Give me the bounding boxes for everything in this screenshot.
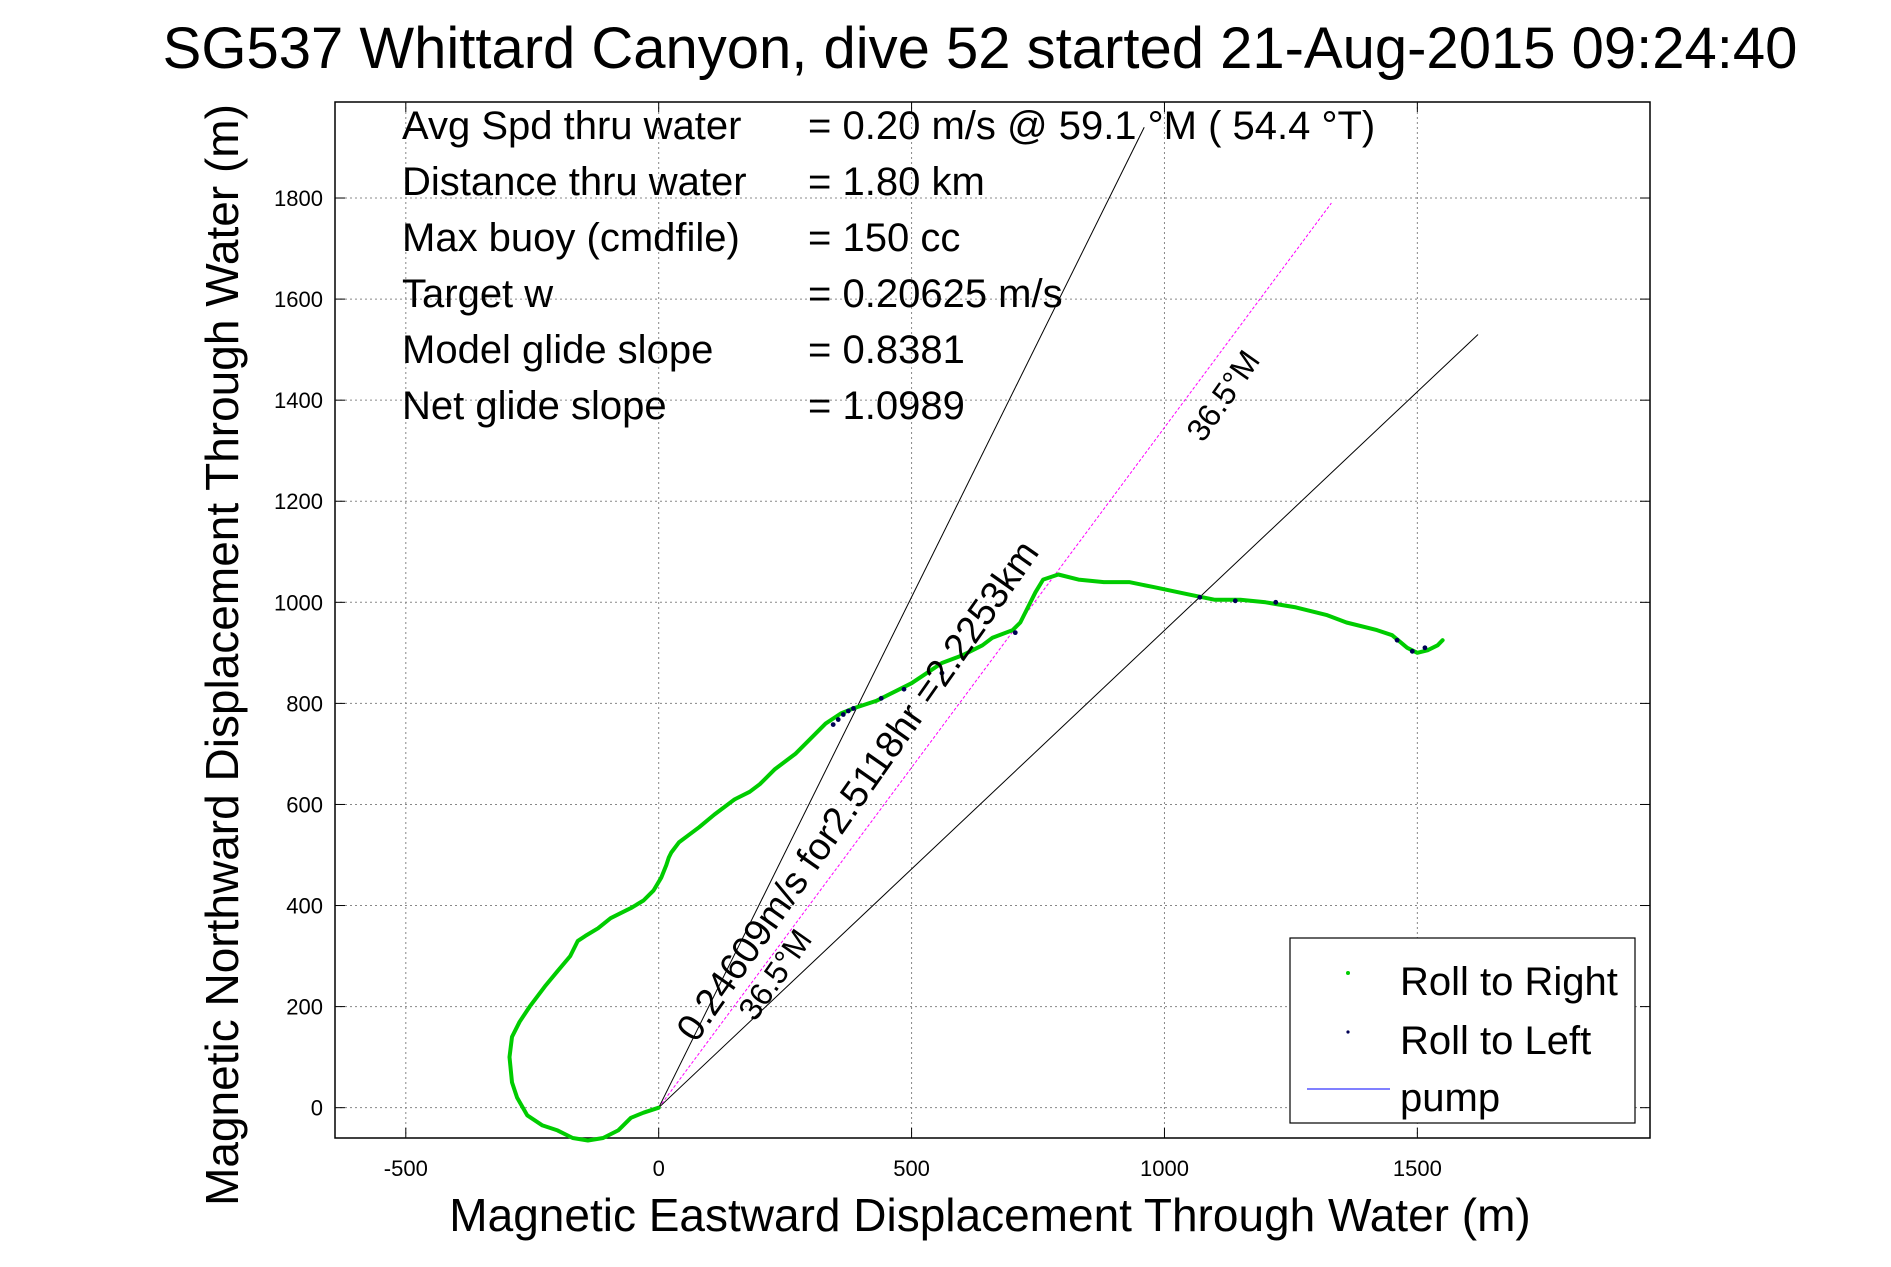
series-point-roll-left bbox=[1422, 645, 1428, 651]
cone-reference-line bbox=[658, 127, 1145, 1108]
x-tick-label: 500 bbox=[893, 1156, 930, 1181]
stat-label: Net glide slope bbox=[402, 384, 667, 428]
series-point-roll-left bbox=[840, 712, 846, 717]
y-tick-label: 1800 bbox=[274, 186, 323, 211]
series-point-roll-left bbox=[1012, 630, 1018, 636]
series-point-roll-left bbox=[835, 717, 841, 722]
x-tick-label: 1500 bbox=[1393, 1156, 1442, 1181]
stat-value: = 1.0989 bbox=[808, 384, 965, 428]
stat-label: Model glide slope bbox=[402, 328, 713, 372]
stat-label: Max buoy (cmdfile) bbox=[402, 216, 740, 260]
x-tick-label: 1000 bbox=[1140, 1156, 1189, 1181]
y-tick-label: 600 bbox=[286, 792, 323, 817]
legend-marker-roll-right bbox=[1346, 971, 1350, 975]
stat-value: = 0.20 m/s @ 59.1 °M ( 54.4 °T) bbox=[808, 104, 1375, 148]
x-tick-label: -500 bbox=[384, 1156, 428, 1181]
stats-block: Avg Spd thru water = 0.20 m/s @ 59.1 °M (… bbox=[402, 104, 1375, 428]
legend-marker-roll-left bbox=[1346, 1030, 1350, 1034]
series-point-roll-left bbox=[1394, 637, 1400, 643]
heading-reference-line bbox=[658, 202, 1332, 1108]
stat-value: = 0.20625 m/s bbox=[808, 272, 1063, 316]
series-point-roll-left bbox=[1273, 599, 1279, 605]
series-point-roll-left bbox=[845, 708, 851, 714]
stat-label: Avg Spd thru water bbox=[402, 104, 741, 148]
x-tick-label: 0 bbox=[653, 1156, 665, 1181]
x-axis-label: Magnetic Eastward Displacement Through W… bbox=[449, 1189, 1530, 1241]
stat-label: Target w bbox=[402, 272, 553, 316]
stat-value: = 150 cc bbox=[808, 216, 960, 260]
legend: Roll to Right Roll to Left pump bbox=[1289, 937, 1636, 1124]
series-lines bbox=[507, 572, 1445, 1143]
series-point-roll-left bbox=[851, 706, 856, 711]
cone-reference-line bbox=[658, 334, 1479, 1109]
y-tick-label: 800 bbox=[286, 691, 323, 716]
chart-title: SG537 Whittard Canyon, dive 52 started 2… bbox=[163, 16, 1798, 81]
stat-label: Distance thru water bbox=[402, 160, 747, 204]
y-tick-label: 1200 bbox=[274, 489, 323, 514]
series-point-roll-left bbox=[878, 695, 884, 701]
y-tick-label: 1600 bbox=[274, 287, 323, 312]
y-tick-label: 1400 bbox=[274, 388, 323, 413]
series-point-roll-left bbox=[1197, 594, 1203, 600]
stat-value: = 1.80 km bbox=[808, 160, 985, 204]
y-tick-label: 1000 bbox=[274, 590, 323, 615]
y-tick-label: 400 bbox=[286, 894, 323, 919]
series-point-roll-left bbox=[830, 722, 836, 728]
y-tick-label: 0 bbox=[311, 1096, 323, 1121]
axis-ticks: -500 0 500 1000 1500 0 200 400 600 800 1000 1200 140… bbox=[274, 102, 1650, 1181]
legend-label-roll-left: Roll to Left bbox=[1400, 1019, 1591, 1063]
reference-lines bbox=[658, 127, 1479, 1109]
y-tick-label: 200 bbox=[286, 995, 323, 1020]
legend-label-roll-right: Roll to Right bbox=[1400, 960, 1618, 1004]
legend-label-pump: pump bbox=[1400, 1076, 1500, 1120]
series-point-roll-left bbox=[1232, 598, 1238, 604]
y-axis-label: Magnetic Northward Displacement Through … bbox=[196, 104, 248, 1206]
stat-value: = 0.8381 bbox=[808, 328, 965, 372]
series-point-roll-left bbox=[1409, 648, 1415, 654]
series-point-roll-left bbox=[901, 686, 907, 692]
series-point-roll-left bbox=[939, 670, 945, 676]
